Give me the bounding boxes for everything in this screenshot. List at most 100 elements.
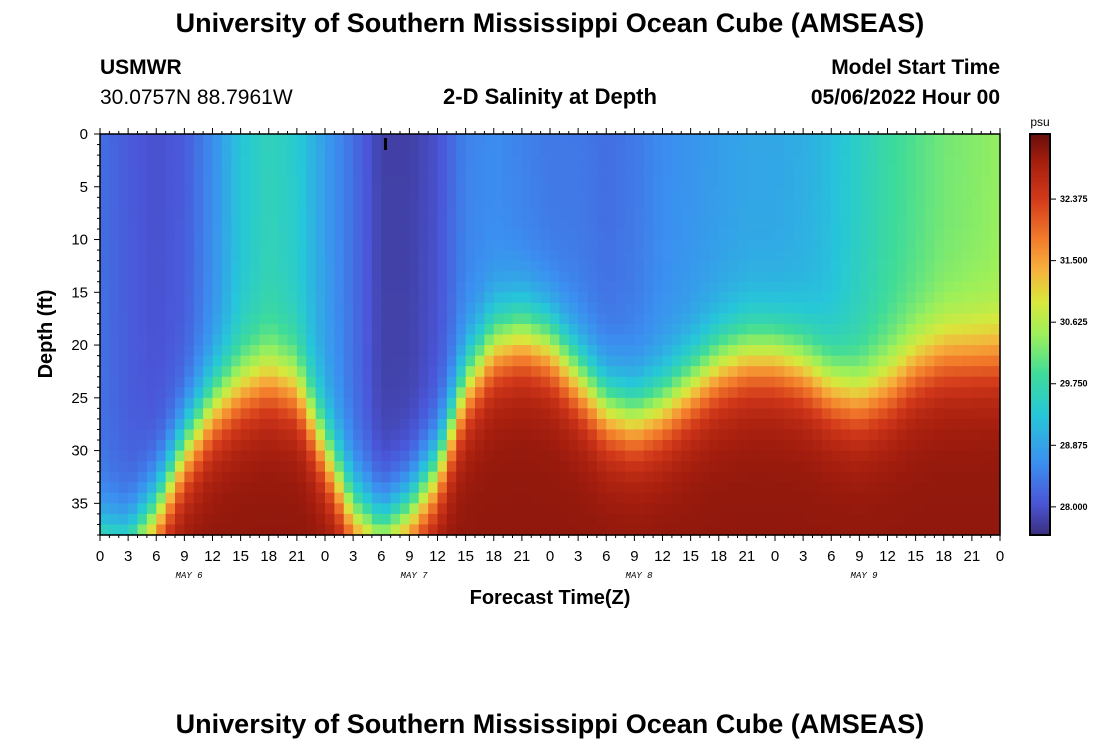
heatmap-cell [859,228,870,241]
heatmap-cell [446,218,457,230]
heatmap-cell [690,165,701,177]
heatmap-cell [784,355,795,367]
heatmap-cell [531,471,542,483]
heatmap-cell [690,471,701,483]
heatmap-cell [371,197,382,209]
heatmap-cell [475,524,485,536]
heatmap-cell [812,513,823,526]
heatmap-cell [156,323,167,336]
heatmap-cell [615,334,626,346]
heatmap-cell [859,239,870,251]
heatmap-cell [634,281,645,293]
heatmap-cell [859,524,870,536]
heatmap-cell [287,387,298,399]
heatmap-cell [409,165,420,177]
heatmap-cell [671,281,682,293]
heatmap-cell [896,450,907,462]
heatmap-cell [296,524,307,536]
heatmap-cell [746,387,757,399]
heatmap-cell [953,271,964,283]
heatmap-cell [231,387,242,399]
heatmap-cell [278,165,289,177]
heatmap-cell [259,271,270,283]
heatmap-cell [634,176,645,188]
heatmap-cell [615,408,626,420]
heatmap-cell [596,186,607,198]
heatmap-cell [371,376,382,388]
heatmap-cell [793,134,804,146]
heatmap-cell [250,144,260,156]
heatmap-cell [465,155,476,167]
heatmap-cell [821,355,832,367]
heatmap-cell [700,334,710,346]
heatmap-cell [278,218,289,230]
heatmap-cell [259,397,270,409]
heatmap-cell [700,429,710,441]
heatmap-cell [437,302,448,314]
heatmap-cell [343,345,354,357]
heatmap-cell [700,418,710,431]
heatmap-cell [962,345,973,357]
heatmap-cell [765,397,776,409]
heatmap-cell [915,228,926,241]
heatmap-cell [821,144,832,156]
heatmap-cell [990,440,1001,452]
heatmap-cell [971,513,982,526]
heatmap-cell [587,302,598,314]
heatmap-cell [981,503,992,515]
heatmap-cell [175,228,185,241]
heatmap-cell [165,492,176,504]
heatmap-cell [746,144,757,156]
heatmap-cell [643,513,654,526]
heatmap-cell [118,271,129,283]
heatmap-cell [793,461,804,473]
heatmap-cell [943,408,954,420]
heatmap-cell [868,197,879,209]
heatmap-cell [231,176,242,188]
heatmap-cell [615,313,626,325]
heatmap-cell [700,313,710,325]
heatmap-cell [334,418,345,431]
heatmap-cell [643,440,654,452]
heatmap-cell [325,355,335,367]
heatmap-cell [925,155,935,167]
y-tick-label: 0 [80,126,88,143]
heatmap-cell [268,513,279,526]
heatmap-cell [521,461,532,473]
heatmap-cell [381,176,392,188]
heatmap-cell [531,492,542,504]
heatmap-cell [362,355,373,367]
heatmap-cell [100,323,110,336]
heatmap-cell [278,345,289,357]
heatmap-cell [362,207,373,220]
heatmap-cell [146,260,157,272]
heatmap-cell [362,239,373,251]
heatmap-cell [503,376,514,388]
heatmap-cell [475,440,485,452]
heatmap-cell [709,165,720,177]
heatmap-cell [193,134,204,146]
heatmap-cell [362,397,373,409]
heatmap-cell [334,440,345,452]
heatmap-cell [625,218,635,230]
heatmap-cell [250,492,260,504]
heatmap-cell [390,186,401,198]
heatmap-cell [568,313,579,325]
heatmap-cell [746,165,757,177]
heatmap-cell [362,418,373,431]
heatmap-cell [821,302,832,314]
heatmap-cell [521,134,532,146]
heatmap-cell [765,155,776,167]
heatmap-cell [765,334,776,346]
heatmap-cell [409,313,420,325]
heatmap-cell [193,250,204,262]
heatmap-cell [512,471,523,483]
heatmap-cell [446,355,457,367]
heatmap-cell [156,334,167,346]
colorbar-tick-label: 31.500 [1060,256,1088,266]
heatmap-cell [700,197,710,209]
heatmap-cell [746,197,757,209]
heatmap-cell [981,281,992,293]
heatmap-cell [381,461,392,473]
